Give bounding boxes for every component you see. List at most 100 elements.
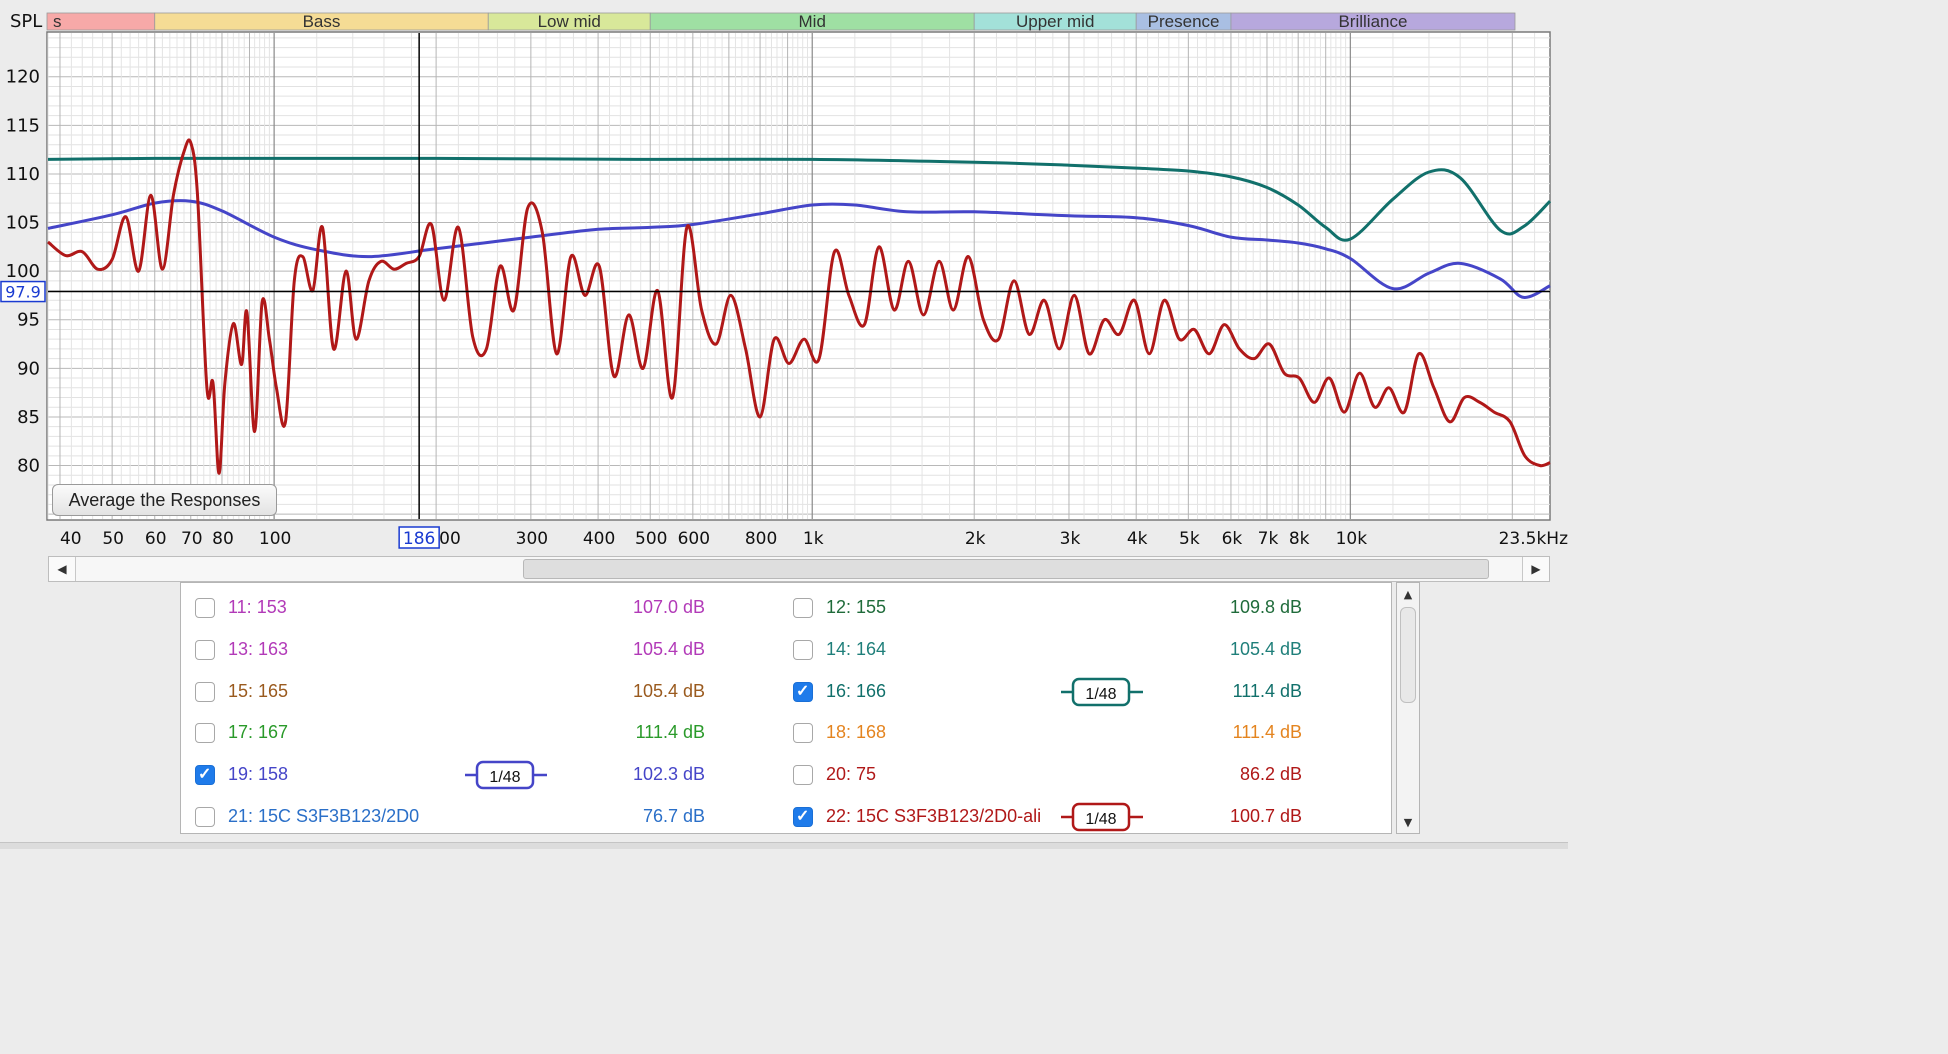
horizontal-scroll-thumb[interactable] <box>523 559 1489 579</box>
scroll-down-arrow-icon[interactable]: ▼ <box>1403 815 1413 829</box>
measurement-row[interactable]: 19: 158 102.3 dB 1/48 <box>181 760 1391 790</box>
x-axis-labels: 40 50 60 70 80 100 300 400 500 600 800 1k 2k 3k 4k 5k 6k… <box>60 529 1568 549</box>
measurement-row[interactable]: 18: 168 111.4 dB <box>181 718 1391 748</box>
measurement-row[interactable]: 21: 15C S3F3B123/2D0 76.7 dB <box>181 802 1391 832</box>
x-tick-label: 23.5kHz <box>1499 529 1568 549</box>
measurement-checkbox-15[interactable] <box>195 681 215 702</box>
horizontal-scroll-track[interactable] <box>75 557 1523 581</box>
cursor-freq-readout-box <box>398 526 440 549</box>
measurement-level-12: 109.8 dB <box>1229 597 1302 617</box>
y-tick-label: 90 <box>17 358 40 379</box>
response-traces <box>47 138 1552 475</box>
scroll-left-arrow-icon[interactable]: ◀ <box>49 557 76 581</box>
x-tick-label: 10k <box>1336 529 1368 549</box>
measurement-checkbox-11[interactable] <box>195 598 215 618</box>
band-label-5: Upper mid <box>1016 12 1094 31</box>
x-tick-label: 600 <box>678 529 710 549</box>
cursor-spl-readout: 97.9 <box>5 283 41 302</box>
measurement-name-17[interactable]: 17: 167 <box>228 722 289 743</box>
x-tick-label: 6k <box>1222 529 1243 549</box>
measurement-checkbox-18[interactable] <box>793 723 813 744</box>
measurement-row[interactable]: 12: 155 109.8 dB <box>181 593 1391 623</box>
cursor-crosshair[interactable]: 97.9 186 00 <box>0 33 1550 549</box>
plot-grid <box>47 33 1550 519</box>
measurement-list: 11: 153 107.0 dB 12: 155 109.8 dB 13: 163 105… <box>180 582 1392 834</box>
x-tick-label: 5k <box>1179 529 1200 549</box>
x-tick-label: 400 <box>583 529 615 549</box>
y-tick-label: 95 <box>17 310 40 331</box>
measurement-checkbox-20[interactable] <box>793 765 813 786</box>
measurement-checkbox-19[interactable] <box>195 764 215 786</box>
measurement-level-13: 105.4 dB <box>632 638 705 659</box>
measurement-checkbox-12[interactable] <box>793 598 813 618</box>
x-tick-label: 3k <box>1060 529 1081 549</box>
y-tick-label: 85 <box>17 407 40 428</box>
measurement-row[interactable]: 22: 15C S3F3B123/2D0-ali 100.7 dB 1/48 <box>181 802 1391 832</box>
measurement-checkbox-17[interactable] <box>195 723 215 744</box>
measurement-checkbox-16[interactable] <box>793 681 813 702</box>
measurement-level-18: 111.4 dB <box>1232 722 1302 743</box>
horizontal-scrollbar[interactable]: ◀ ▶ <box>48 556 1550 582</box>
y-tick-label: 100 <box>6 261 40 282</box>
scroll-right-arrow-icon[interactable]: ▶ <box>1522 557 1549 581</box>
smoothing-label: 1/48 <box>1085 811 1116 828</box>
measurement-checkbox-21[interactable] <box>195 807 215 827</box>
measurement-name-13[interactable]: 13: 163 <box>228 638 289 659</box>
measurement-row[interactable]: 14: 164 105.4 dB <box>181 635 1391 665</box>
measurement-checkbox-13[interactable] <box>195 639 215 660</box>
measurement-checkbox-22[interactable] <box>793 806 813 827</box>
x-tick-label: 80 <box>212 529 234 549</box>
measurement-row[interactable]: 15: 165 105.4 dB <box>181 677 1391 707</box>
measurement-name-15[interactable]: 15: 165 <box>228 680 289 701</box>
x-tick-label: 70 <box>181 529 203 549</box>
measurement-name-22[interactable]: 22: 15C S3F3B123/2D0-ali <box>826 806 1042 826</box>
band-label-4: Mid <box>799 12 826 31</box>
cursor-freq-readout-tail: 00 <box>439 529 461 549</box>
measurement-level-20: 86.2 dB <box>1239 764 1302 785</box>
x-tick-label: 100 <box>259 529 291 549</box>
smoothing-icon[interactable]: 1/48 <box>1061 802 1143 832</box>
measurement-row[interactable]: 20: 75 86.2 dB <box>181 760 1391 790</box>
measurement-name-12[interactable]: 12: 155 <box>826 597 887 617</box>
measurement-name-21[interactable]: 21: 15C S3F3B123/2D0 <box>228 806 420 826</box>
series-line-2 <box>47 199 1551 299</box>
x-tick-label: 50 <box>102 529 124 549</box>
cursor-spl-readout-box <box>0 280 46 303</box>
y-tick-label: 120 <box>6 67 40 88</box>
plot-area[interactable] <box>46 31 1551 521</box>
vertical-scrollbar[interactable]: ▲ ▼ <box>1396 582 1420 834</box>
frequency-band-bar: s Bass Low mid Mid Upper mid Presence Brillian… <box>46 12 1516 31</box>
measurement-row[interactable]: 13: 163 105.4 dB <box>181 635 1391 665</box>
measurement-name-11[interactable]: 11: 153 <box>228 597 287 617</box>
x-tick-label: 7k <box>1258 529 1279 549</box>
x-tick-label: 800 <box>745 529 777 549</box>
scroll-up-arrow-icon[interactable]: ▲ <box>1403 587 1413 601</box>
measurement-level-17: 111.4 dB <box>635 722 705 743</box>
measurement-level-16: 111.4 dB <box>1232 680 1302 701</box>
frequency-response-graph[interactable]: SPL s Bass Low mid Mid Upper mid Presence Bril… <box>0 0 1568 556</box>
average-responses-button[interactable]: Average the Responses <box>52 484 277 516</box>
y-axis-labels: 120 115 110 105 100 95 90 85 80 <box>6 67 40 477</box>
measurement-row[interactable]: 11: 153 107.0 dB <box>181 593 1391 623</box>
smoothing-icon[interactable]: 1/48 <box>465 760 547 790</box>
measurement-name-20[interactable]: 20: 75 <box>826 764 877 785</box>
smoothing-icon[interactable]: 1/48 <box>1061 677 1143 707</box>
measurement-name-14[interactable]: 14: 164 <box>826 638 887 659</box>
y-tick-label: 105 <box>6 213 40 234</box>
vertical-scroll-thumb[interactable] <box>1400 607 1416 703</box>
measurement-level-22: 100.7 dB <box>1229 806 1302 826</box>
spl-axis-label: SPL <box>10 11 42 32</box>
band-label-3: Low mid <box>538 12 601 31</box>
measurement-name-18[interactable]: 18: 168 <box>826 722 887 743</box>
measurement-name-19[interactable]: 19: 158 <box>228 764 289 785</box>
measurement-row[interactable]: 16: 166 111.4 dB 1/48 <box>181 677 1391 707</box>
measurement-checkbox-14[interactable] <box>793 639 813 660</box>
measurement-row[interactable]: 17: 167 111.4 dB <box>181 718 1391 748</box>
x-tick-label: 60 <box>145 529 167 549</box>
x-tick-label: 500 <box>635 529 667 549</box>
measurement-level-19: 102.3 dB <box>632 764 705 785</box>
measurement-name-16[interactable]: 16: 166 <box>826 680 887 701</box>
x-tick-label: 1k <box>803 529 824 549</box>
x-tick-label: 300 <box>516 529 548 549</box>
series-line-1 <box>47 156 1552 242</box>
